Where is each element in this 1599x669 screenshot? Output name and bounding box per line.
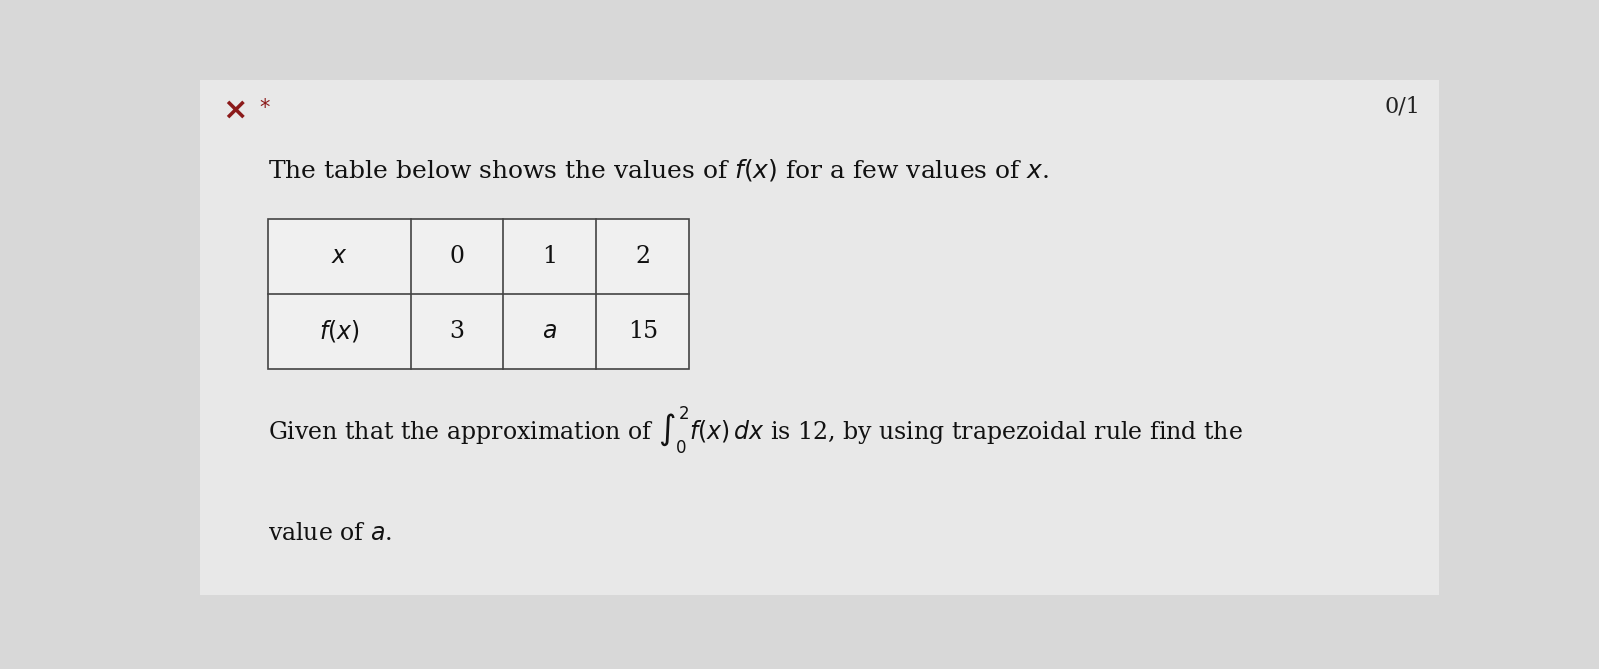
Text: value of $a$.: value of $a$. — [269, 522, 392, 545]
Text: 3: 3 — [449, 320, 465, 343]
Text: 2: 2 — [635, 246, 651, 268]
Text: 1: 1 — [542, 246, 558, 268]
Text: $x$: $x$ — [331, 246, 347, 268]
Bar — [269, 219, 689, 369]
Text: $f(x)$: $f(x)$ — [318, 318, 360, 345]
Text: ×: × — [222, 96, 248, 124]
Text: 0/1: 0/1 — [1385, 96, 1420, 118]
Text: 0: 0 — [449, 246, 465, 268]
Text: 15: 15 — [628, 320, 657, 343]
Text: Given that the approximation of $\int_0^2 f(x)\,dx$ is 12, by using trapezoidal : Given that the approximation of $\int_0^… — [269, 405, 1242, 456]
Text: *: * — [259, 98, 270, 118]
Text: $a$: $a$ — [542, 320, 558, 343]
Text: The table below shows the values of $f(x)$ for a few values of $x$.: The table below shows the values of $f(x… — [269, 157, 1049, 183]
FancyBboxPatch shape — [200, 80, 1439, 595]
